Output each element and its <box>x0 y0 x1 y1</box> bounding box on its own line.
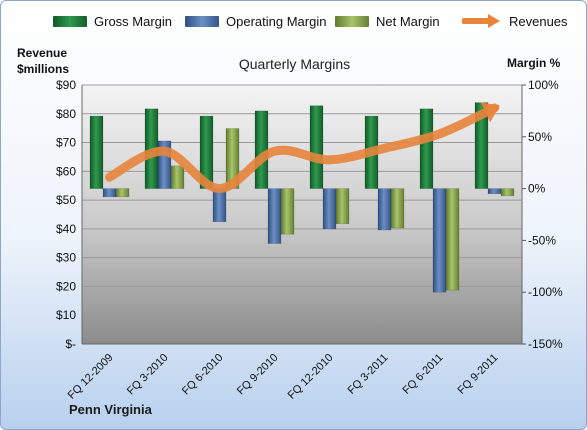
y-right-label: Margin % <box>507 56 561 70</box>
bar-operating-margin <box>212 188 227 223</box>
y-right-tick: -50% <box>528 233 556 247</box>
bar-operating-margin <box>432 188 447 293</box>
y-right-tick: 50% <box>528 130 552 144</box>
y-left-label: Revenue $millions <box>17 45 69 77</box>
bar-net-margin <box>500 188 515 197</box>
bar-net-margin <box>445 188 460 291</box>
legend-arrow-icon <box>462 14 500 28</box>
legend-item-net-margin: Net Margin <box>335 11 440 31</box>
y-left-tick: $10 <box>56 308 76 322</box>
bar-net-margin <box>280 188 295 235</box>
y-left-tick: $50 <box>56 193 76 207</box>
bar-operating-margin <box>377 188 392 231</box>
y-left-label-line1: Revenue <box>17 46 68 60</box>
bar-net-margin <box>170 165 185 189</box>
x-tick-label: FQ 3-2011 <box>346 352 391 397</box>
x-tick-label: FQ 6-2011 <box>401 352 446 397</box>
y-left-label-line2: $millions <box>17 62 70 76</box>
legend-item-operating-margin: Operating Margin <box>185 11 326 31</box>
y-right-tick: 0% <box>528 182 546 196</box>
legend: Gross Margin Operating Margin Net Margin Re… <box>1 11 586 35</box>
revenue-line <box>105 103 499 194</box>
y-right-tick: 100% <box>528 78 559 92</box>
bar-operating-margin <box>267 188 282 244</box>
x-tick-label: FQ 3-2010 <box>125 352 171 398</box>
y-left-tick: $60 <box>56 164 76 178</box>
legend-label: Gross Margin <box>94 13 173 29</box>
legend-swatch <box>335 15 369 27</box>
bar-gross-margin <box>419 108 434 189</box>
legend-item-revenues: Revenues <box>462 11 568 31</box>
x-tick-label: FQ 9-2011 <box>456 352 501 397</box>
legend-swatch <box>53 15 87 27</box>
x-tick-label: FQ 12-2010 <box>286 352 336 402</box>
legend-label: Net Margin <box>376 13 440 29</box>
x-tick-label: FQ 12-2009 <box>66 352 116 402</box>
bar-gross-margin <box>309 105 324 189</box>
y-left-tick: $- <box>65 337 76 351</box>
legend-item-gross-margin: Gross Margin <box>53 11 172 31</box>
bar-gross-margin <box>89 115 104 189</box>
y-left-tick: $90 <box>56 78 76 92</box>
y-left-tick: $80 <box>56 107 76 121</box>
bar-net-margin <box>390 188 405 229</box>
bar-net-margin <box>115 188 130 198</box>
bar-operating-margin <box>487 188 502 195</box>
x-tick-label: FQ 9-2010 <box>235 352 281 398</box>
y-right-tick: -100% <box>528 285 563 299</box>
legend-swatch <box>185 15 219 27</box>
revenue-arrowhead <box>480 102 500 123</box>
legend-label: Operating Margin <box>226 13 327 29</box>
bar-net-margin <box>335 188 350 225</box>
company-name: Penn Virginia <box>69 402 152 417</box>
chart-title: Quarterly Margins <box>238 56 351 72</box>
y-left-tick: $20 <box>56 279 76 293</box>
y-left-tick: $30 <box>56 251 76 265</box>
y-left-tick: $70 <box>56 136 76 150</box>
x-tick-label: FQ 6-2010 <box>180 352 226 398</box>
bar-operating-margin <box>322 188 337 230</box>
y-right-tick: -150% <box>528 337 563 351</box>
y-left-tick: $40 <box>56 222 76 236</box>
legend-label: Revenues <box>509 13 568 29</box>
bar-operating-margin <box>102 188 117 198</box>
bar-gross-margin <box>254 110 269 189</box>
